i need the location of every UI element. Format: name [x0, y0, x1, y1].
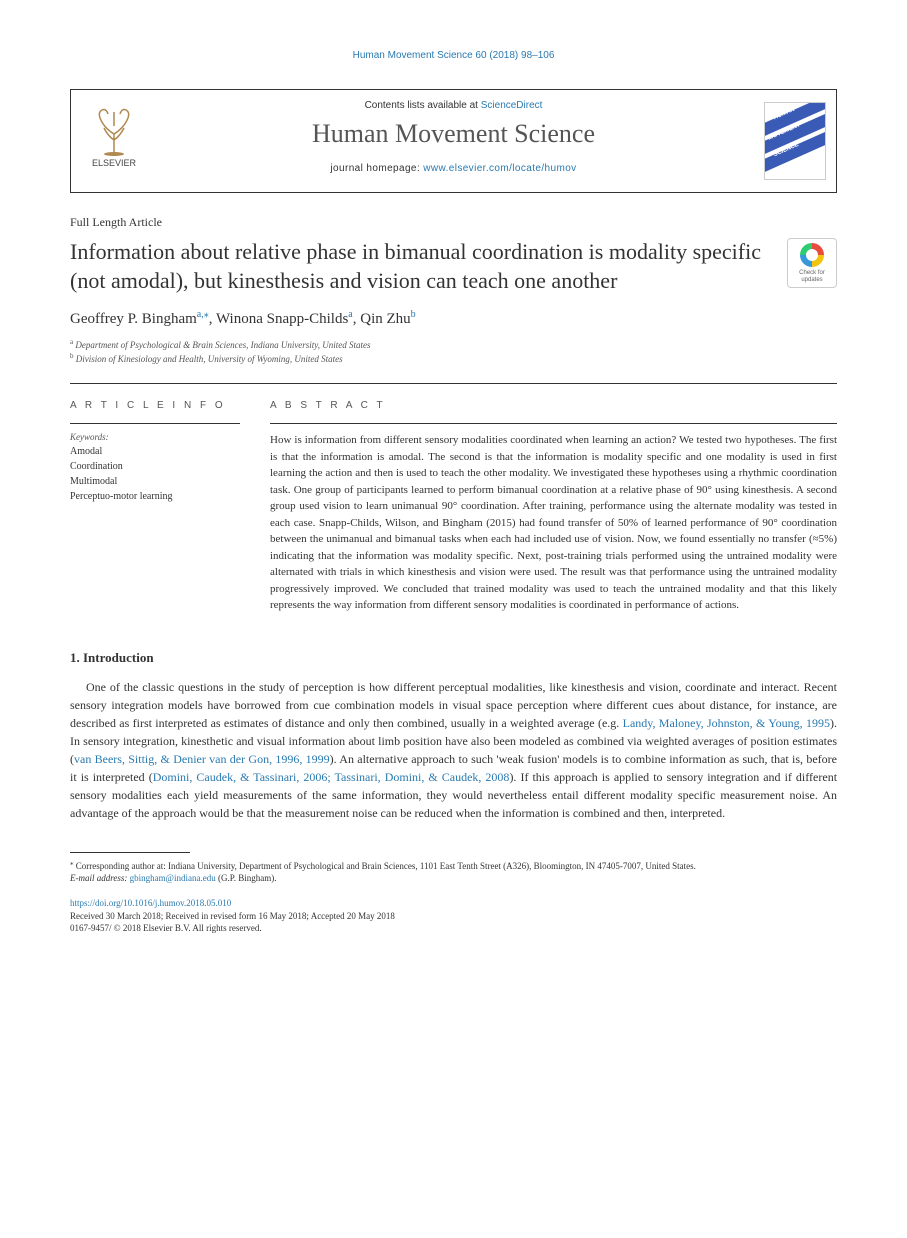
citation-link[interactable]: Landy, Maloney, Johnston, & Young, 1995 [623, 716, 830, 730]
affiliation-line: b Division of Kinesiology and Health, Un… [70, 352, 837, 366]
crossmark-badge[interactable]: Check for updates [787, 238, 837, 288]
sciencedirect-link[interactable]: ScienceDirect [481, 100, 543, 111]
contents-available-line: Contents lists available at ScienceDirec… [89, 100, 818, 111]
body-paragraph: One of the classic questions in the stud… [70, 678, 837, 822]
title-row: Information about relative phase in bima… [70, 238, 837, 295]
keyword: Perceptuo-motor learning [70, 489, 240, 504]
journal-name: Human Movement Science [89, 119, 818, 149]
received-dates: Received 30 March 2018; Received in revi… [70, 910, 837, 923]
author-affil-marker: b [411, 309, 416, 320]
section-heading-intro: 1. Introduction [70, 650, 837, 666]
journal-homepage-link[interactable]: www.elsevier.com/locate/humov [423, 163, 576, 174]
info-abstract-row: A R T I C L E I N F O Keywords: Amodal C… [70, 400, 837, 614]
journal-header-box: ELSEVIER HUMAN MOVEMENT SCIENCE Contents… [70, 89, 837, 193]
email-footnote: E-mail address: gbingham@indiana.edu (G.… [70, 872, 837, 885]
author-affil-marker: a [348, 309, 352, 320]
elsevier-logo[interactable]: ELSEVIER [83, 106, 145, 180]
journal-homepage-line: journal homepage: www.elsevier.com/locat… [89, 163, 818, 174]
elsevier-wordmark: ELSEVIER [92, 158, 136, 168]
author-affil-marker: a,⁎ [197, 309, 209, 320]
author-name[interactable]: Geoffrey P. Bingham [70, 311, 197, 327]
page-container: Human Movement Science 60 (2018) 98–106 … [0, 0, 907, 975]
doi-block: https://doi.org/10.1016/j.humov.2018.05.… [70, 897, 837, 935]
journal-cover-thumbnail[interactable]: HUMAN MOVEMENT SCIENCE [764, 102, 826, 180]
article-type: Full Length Article [70, 215, 837, 230]
authors-line: Geoffrey P. Binghama,⁎, Winona Snapp-Chi… [70, 309, 837, 328]
crossmark-icon [800, 243, 824, 267]
keywords-label: Keywords: [70, 423, 240, 442]
article-title: Information about relative phase in bima… [70, 238, 787, 295]
keyword: Coordination [70, 459, 240, 474]
doi-link[interactable]: https://doi.org/10.1016/j.humov.2018.05.… [70, 898, 231, 908]
author-name[interactable]: Qin Zhu [360, 311, 410, 327]
abstract-column: A B S T R A C T How is information from … [270, 400, 837, 614]
footnote-separator [70, 852, 190, 853]
keyword: Amodal [70, 444, 240, 459]
elsevier-tree-icon [90, 106, 138, 156]
affiliation-line: a Department of Psychological & Brain Sc… [70, 338, 837, 352]
corresponding-author-footnote: ⁎ Corresponding author at: Indiana Unive… [70, 859, 837, 873]
citation-link[interactable]: Domini, Caudek, & Tassinari, 2006; Tassi… [153, 770, 510, 784]
abstract-text: How is information from different sensor… [270, 423, 837, 614]
email-link[interactable]: gbingham@indiana.edu [130, 873, 216, 883]
copyright-line: 0167-9457/ © 2018 Elsevier B.V. All righ… [70, 922, 837, 935]
author-name[interactable]: Winona Snapp-Childs [216, 311, 348, 327]
affiliations: a Department of Psychological & Brain Sc… [70, 338, 837, 365]
abstract-label: A B S T R A C T [270, 400, 837, 411]
keywords-list: Amodal Coordination Multimodal Perceptuo… [70, 444, 240, 504]
divider [70, 383, 837, 384]
crossmark-label: Check for updates [788, 270, 836, 283]
article-info-label: A R T I C L E I N F O [70, 400, 240, 411]
keyword: Multimodal [70, 474, 240, 489]
citation-link[interactable]: van Beers, Sittig, & Denier van der Gon,… [74, 752, 330, 766]
running-header: Human Movement Science 60 (2018) 98–106 [70, 50, 837, 61]
article-info-column: A R T I C L E I N F O Keywords: Amodal C… [70, 400, 240, 614]
